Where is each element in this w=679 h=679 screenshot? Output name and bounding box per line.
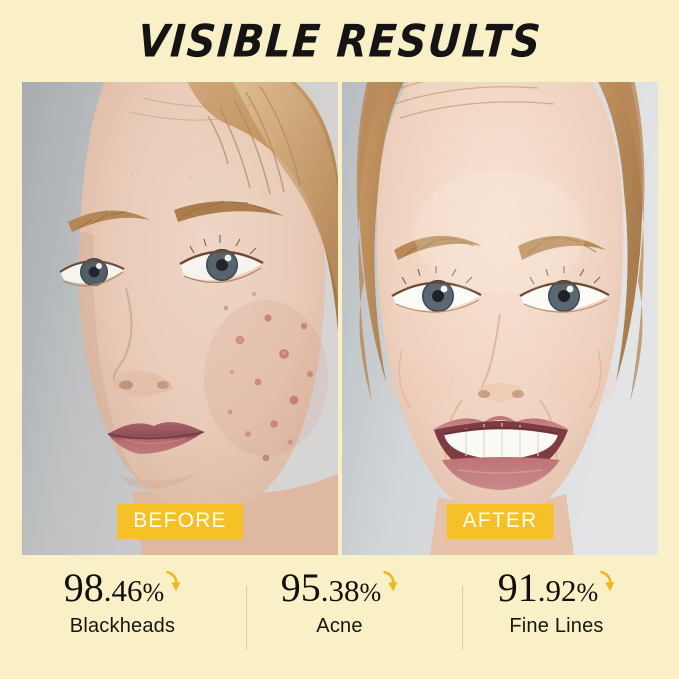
stat-integer: 95 <box>280 565 321 610</box>
after-photo-image <box>342 82 658 555</box>
stat-decimal: .92 <box>537 573 577 608</box>
stat-label-blackheads: Blackheads <box>69 615 176 637</box>
arrow-down-curved-icon <box>166 570 181 596</box>
stat-decimal: .38 <box>320 573 360 608</box>
stat-percent-sign: % <box>576 578 599 607</box>
stat-percent-sign: % <box>142 578 165 607</box>
stat-divider-2 <box>462 586 463 650</box>
stat-divider-1 <box>246 586 247 650</box>
stat-value-blackheads: 98.46% <box>64 568 181 608</box>
stat-integer: 91 <box>497 565 538 610</box>
stat-number: 91.92% <box>498 568 598 608</box>
stat-value-acne: 95.38% <box>281 568 398 608</box>
title-container: VISIBLE RESULTS <box>0 14 679 70</box>
stat-percent-sign: % <box>359 578 382 607</box>
before-photo-panel: BEFORE <box>22 82 338 555</box>
before-photo-image <box>22 82 338 555</box>
stat-label-fine-lines: Fine Lines <box>509 615 604 637</box>
arrow-down-curved-icon <box>600 570 615 596</box>
arrow-down-curved-icon <box>383 570 398 596</box>
stat-number: 98.46% <box>64 568 164 608</box>
page-title: VISIBLE RESULTS <box>135 16 544 68</box>
stat-label-acne: Acne <box>316 615 363 637</box>
after-badge: AFTER <box>446 503 554 539</box>
stat-value-fine-lines: 91.92% <box>498 568 615 608</box>
stat-decimal: .46 <box>103 573 143 608</box>
stat-fine-lines: 91.92% Fine Lines <box>448 566 665 638</box>
before-after-comparison: BEFORE <box>22 82 658 555</box>
stat-integer: 98 <box>63 565 104 610</box>
before-badge: BEFORE <box>117 503 243 539</box>
stat-acne: 95.38% Acne <box>231 566 448 638</box>
after-photo-panel: AFTER <box>342 82 658 555</box>
stat-number: 95.38% <box>281 568 381 608</box>
stats-row: 98.46% Blackheads 95.38% <box>14 566 665 664</box>
stat-blackheads: 98.46% Blackheads <box>14 566 231 638</box>
